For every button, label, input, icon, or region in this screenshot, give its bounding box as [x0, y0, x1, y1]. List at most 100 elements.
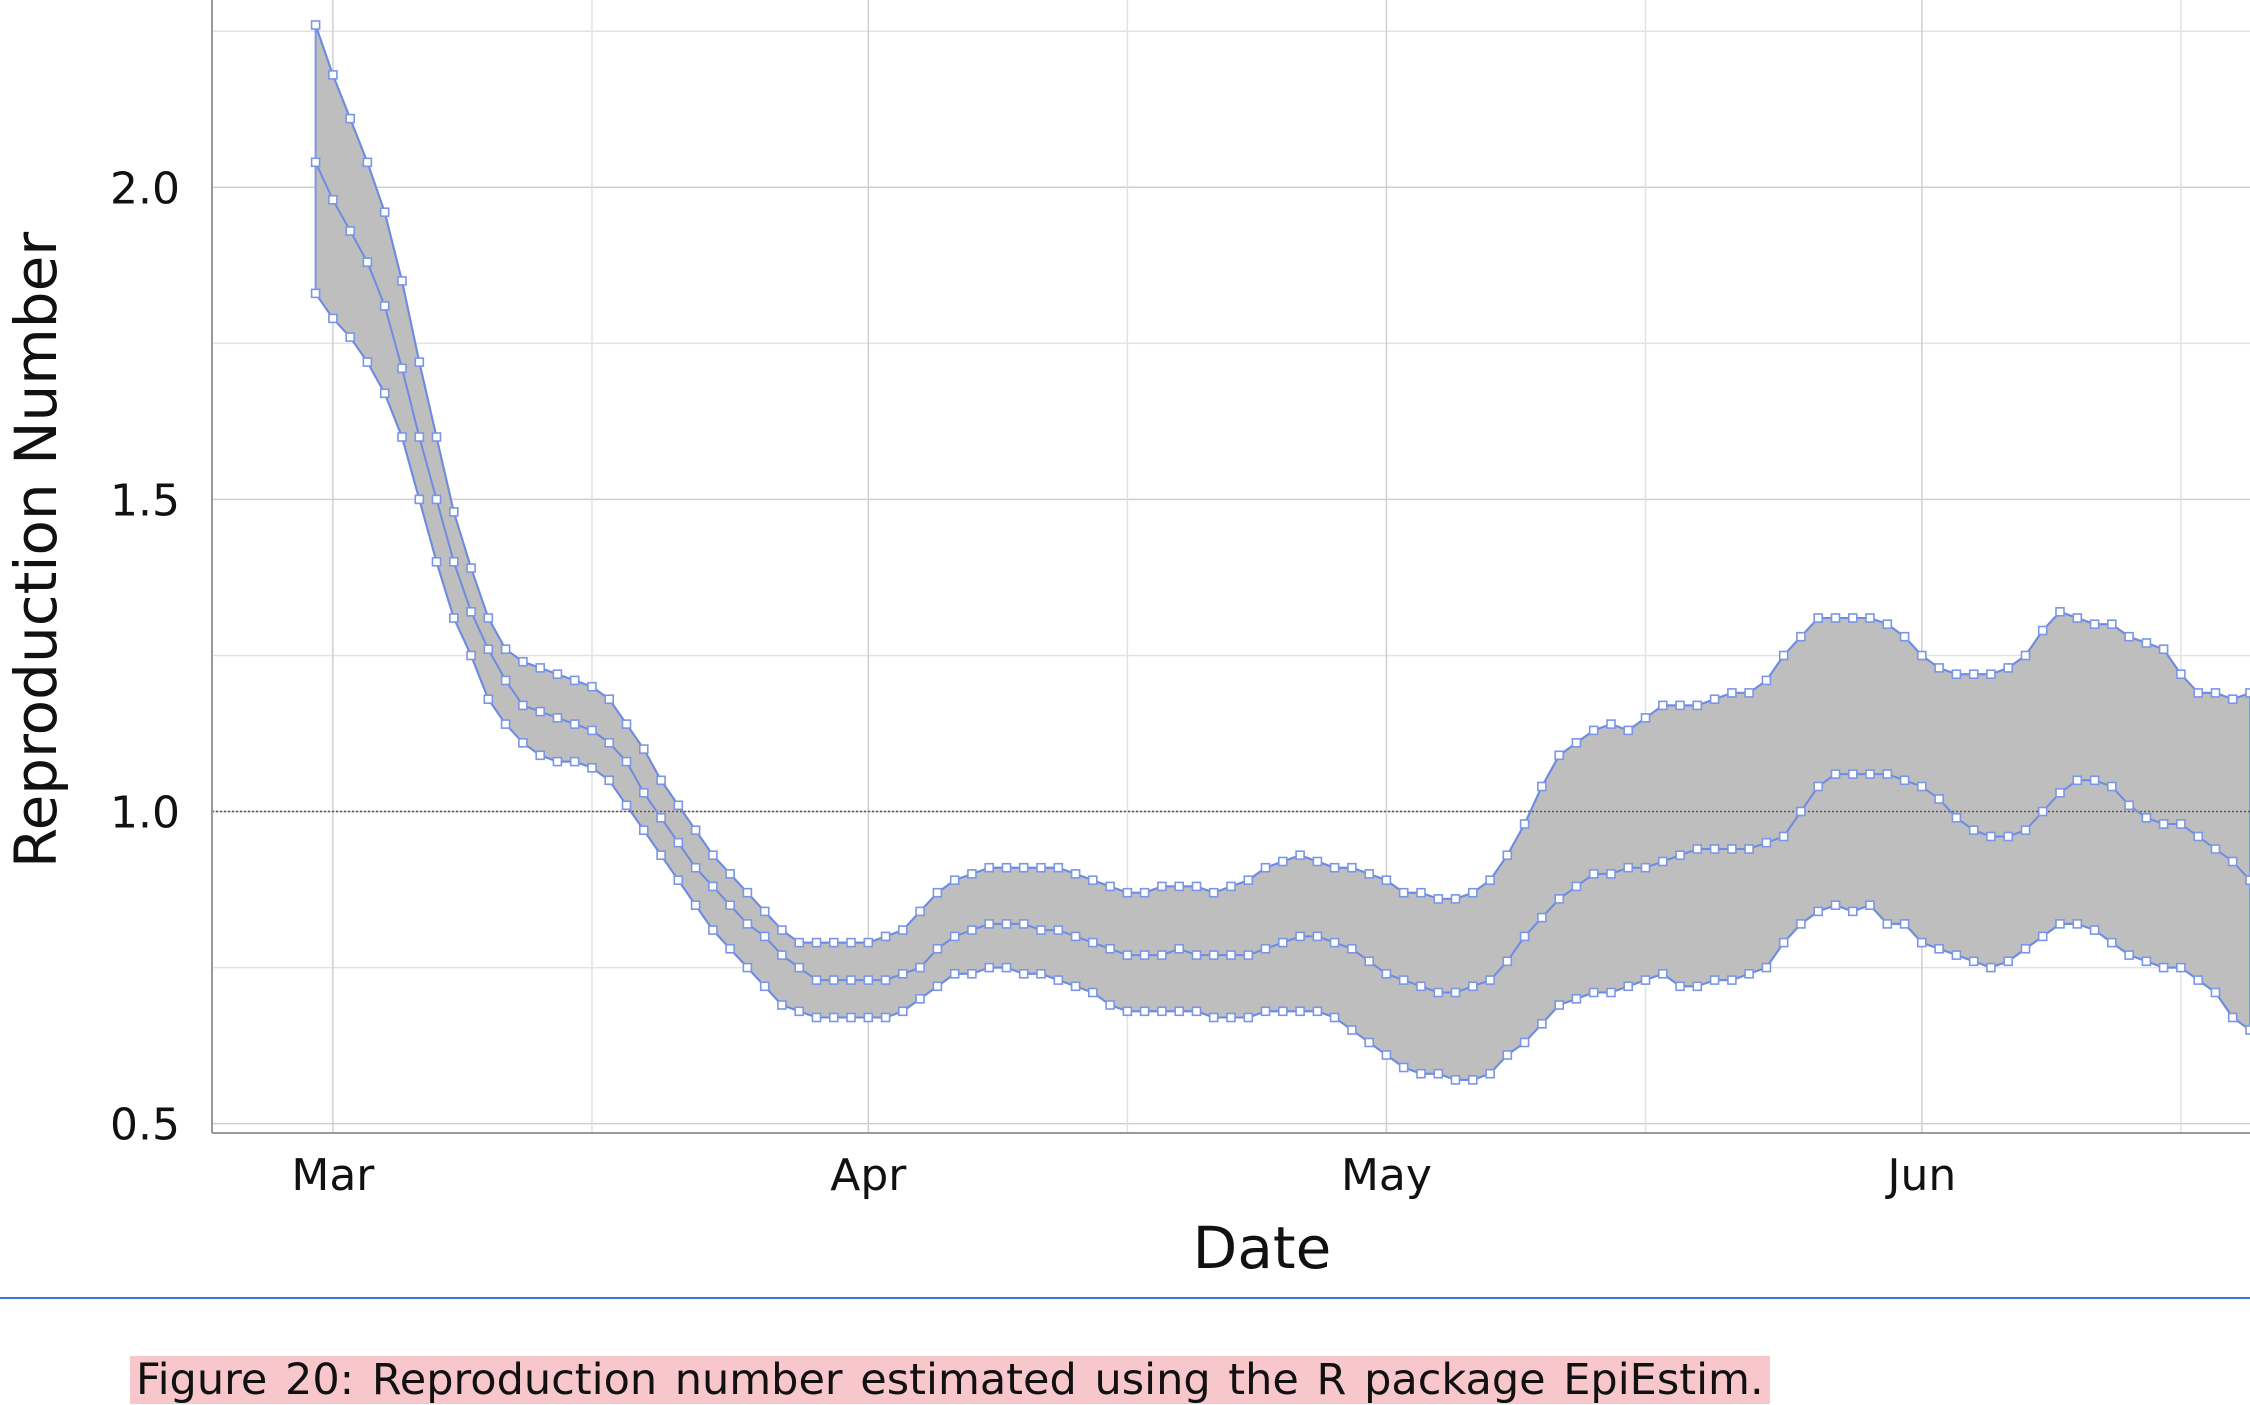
upper-point [1813, 613, 1823, 623]
upper-point [1537, 781, 1547, 792]
lower-point [984, 962, 995, 973]
mean-point [2227, 856, 2238, 867]
lower-point [1986, 962, 1996, 973]
lower-point [1208, 1012, 1219, 1023]
mean-point [984, 919, 995, 929]
mean-point [379, 301, 390, 311]
upper-point [1519, 819, 1530, 829]
lower-point [1640, 975, 1651, 985]
upper-point [466, 563, 476, 573]
lower-point [1381, 1050, 1392, 1060]
mean-point [673, 837, 684, 848]
upper-point [967, 869, 977, 879]
lower-point [1537, 1018, 1547, 1029]
upper-point [1174, 881, 1184, 892]
lower-point [1001, 962, 1012, 973]
mean-point [2055, 787, 2065, 798]
upper-point [1416, 887, 1426, 898]
mean-point [1053, 925, 1064, 935]
mean-point [1347, 943, 1357, 954]
caption-divider [0, 1297, 2250, 1299]
mean-point [414, 432, 425, 442]
mean-point [431, 494, 442, 505]
lower-point [863, 1012, 874, 1023]
upper-point [621, 719, 632, 729]
mean-point [949, 931, 960, 942]
lower-point [1727, 975, 1737, 985]
mean-point [569, 719, 580, 729]
mean-point [1105, 943, 1115, 954]
lower-point [2193, 975, 2203, 985]
lower-point [1709, 975, 1720, 985]
mean-point [328, 195, 338, 205]
upper-point [794, 937, 805, 948]
mean-point [1934, 794, 1944, 804]
upper-point [1934, 663, 1944, 673]
y-tick-label: 0.5 [110, 1100, 180, 1151]
mean-point [2141, 812, 2152, 823]
lower-point [1139, 1006, 1150, 1017]
mean-point [1727, 844, 1737, 854]
mean-point [725, 900, 735, 911]
lower-point [1951, 950, 1962, 960]
lower-point [362, 357, 373, 367]
upper-point [1018, 862, 1029, 873]
mean-point [2176, 819, 2186, 829]
upper-point [2003, 663, 2013, 673]
lower-point [811, 1012, 822, 1023]
upper-point [828, 937, 839, 948]
upper-point [1778, 650, 1789, 661]
figure-caption: Figure 20: Reproduction number estimated… [130, 1356, 1770, 1404]
upper-point [1588, 725, 1599, 736]
upper-point [483, 613, 494, 623]
upper-point [708, 850, 718, 861]
lower-point [2055, 919, 2065, 929]
mean-point [932, 943, 943, 954]
lower-point [2020, 943, 2031, 954]
mean-point [1433, 987, 1444, 998]
upper-point [673, 800, 684, 811]
upper-point [777, 925, 787, 935]
mean-point [967, 925, 977, 935]
upper-point [2227, 694, 2238, 705]
upper-point [1260, 862, 1271, 873]
lower-point [1053, 975, 1064, 985]
mean-point [1588, 869, 1599, 879]
mean-point [2020, 825, 2031, 836]
mean-point [604, 737, 615, 748]
mean-point [466, 606, 476, 617]
lower-point [345, 332, 356, 342]
mean-point [1243, 950, 1254, 960]
point-layer [310, 20, 2250, 1085]
lower-point [1796, 919, 1806, 929]
upper-point [1675, 700, 1685, 711]
y-tick-label: 1.5 [110, 475, 180, 526]
mean-point [828, 975, 839, 985]
mean-point [1278, 937, 1288, 948]
confidence-band [314, 24, 2250, 1081]
lower-point [1658, 968, 1668, 979]
upper-point [1709, 694, 1720, 705]
lower-point [1260, 1006, 1271, 1017]
lower-point [2003, 956, 2013, 967]
mean-point [1968, 825, 1979, 836]
upper-point [742, 887, 753, 898]
mean-point [1381, 968, 1392, 979]
mean-point [1675, 850, 1685, 861]
lower-point [1588, 987, 1599, 998]
mean-point [880, 975, 891, 985]
upper-point [2176, 669, 2186, 680]
upper-point [1899, 631, 1910, 642]
upper-point [1329, 862, 1340, 873]
lower-point [500, 719, 511, 729]
lower-point [725, 943, 735, 954]
upper-point [1744, 688, 1754, 698]
lower-point [1502, 1050, 1513, 1060]
lower-point [535, 750, 546, 761]
mean-point [2037, 806, 2048, 817]
mean-point [1398, 975, 1409, 985]
upper-point [1053, 862, 1064, 873]
mean-point [915, 962, 925, 973]
lower-point [1778, 937, 1789, 948]
upper-point [1122, 887, 1133, 898]
